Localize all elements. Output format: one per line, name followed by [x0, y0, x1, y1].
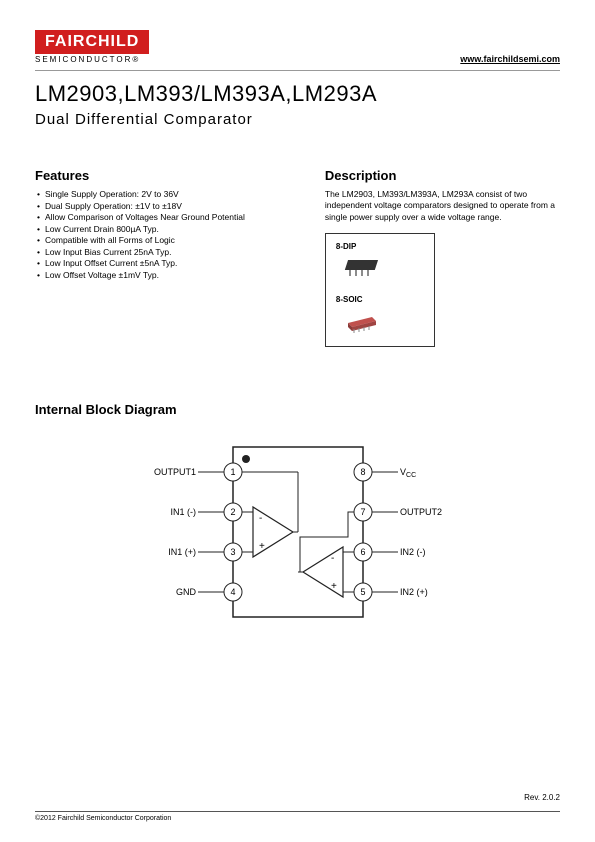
svg-text:GND: GND [176, 587, 197, 597]
features-heading: Features [35, 168, 295, 183]
svg-text:IN2 (-): IN2 (-) [400, 547, 426, 557]
website-link[interactable]: www.fairchildsemi.com [460, 54, 560, 64]
header: FAIRCHILD SEMICONDUCTOR® www.fairchildse… [35, 30, 560, 71]
package-row: 8-DIP [336, 242, 424, 285]
svg-text:+: + [331, 581, 337, 592]
svg-text:7: 7 [360, 507, 365, 517]
svg-text:IN2 (+): IN2 (+) [400, 587, 428, 597]
part-numbers: LM2903,LM393/LM393A,LM293A [35, 81, 560, 107]
feature-item: Low Input Bias Current 25nA Typ. [37, 247, 295, 257]
feature-item: Single Supply Operation: 2V to 36V [37, 189, 295, 199]
package-label: 8-SOIC [336, 295, 424, 304]
svg-text:VCC: VCC [400, 467, 416, 479]
svg-text:IN1 (-): IN1 (-) [170, 507, 196, 517]
logo-text: FAIRCHILD [35, 30, 149, 54]
logo: FAIRCHILD SEMICONDUCTOR® [35, 30, 149, 64]
svg-text:OUTPUT2: OUTPUT2 [400, 507, 442, 517]
svg-text:OUTPUT1: OUTPUT1 [153, 467, 195, 477]
svg-text:2: 2 [230, 507, 235, 517]
product-subtitle: Dual Differential Comparator [35, 111, 560, 128]
feature-item: Low Current Drain 800µA Typ. [37, 224, 295, 234]
svg-text:+: + [259, 541, 265, 552]
svg-text:3: 3 [230, 547, 235, 557]
package-box: 8-DIP 8-SOIC [325, 233, 435, 347]
description-section: Description The LM2903, LM393/LM393A, LM… [325, 168, 560, 347]
dip-package-icon [336, 254, 386, 282]
svg-text:6: 6 [360, 547, 365, 557]
features-section: Features Single Supply Operation: 2V to … [35, 168, 295, 347]
logo-subtext: SEMICONDUCTOR® [35, 55, 149, 64]
svg-text:-: - [259, 513, 262, 524]
feature-item: Allow Comparison of Voltages Near Ground… [37, 212, 295, 222]
revision-text: Rev. 2.0.2 [524, 793, 560, 802]
feature-item: Low Offset Voltage ±1mV Typ. [37, 270, 295, 280]
block-diagram-svg: 1 OUTPUT1 2 IN1 (-) 3 IN1 (+) 4 GND 8 VC… [138, 437, 458, 627]
copyright-text: ©2012 Fairchild Semiconductor Corporatio… [35, 815, 171, 822]
block-diagram-heading: Internal Block Diagram [35, 402, 560, 417]
title-block: LM2903,LM393/LM393A,LM293A Dual Differen… [35, 81, 560, 128]
svg-text:-: - [331, 553, 334, 564]
block-diagram: 1 OUTPUT1 2 IN1 (-) 3 IN1 (+) 4 GND 8 VC… [35, 437, 560, 627]
svg-text:1: 1 [230, 467, 235, 477]
feature-item: Compatible with all Forms of Logic [37, 235, 295, 245]
package-row: 8-SOIC [336, 295, 424, 338]
footer-divider [35, 811, 560, 812]
description-heading: Description [325, 168, 560, 183]
svg-text:4: 4 [230, 587, 235, 597]
soic-package-icon [336, 307, 386, 335]
features-list: Single Supply Operation: 2V to 36V Dual … [35, 189, 295, 280]
feature-item: Low Input Offset Current ±5nA Typ. [37, 258, 295, 268]
svg-text:5: 5 [360, 587, 365, 597]
feature-item: Dual Supply Operation: ±1V to ±18V [37, 201, 295, 211]
package-label: 8-DIP [336, 242, 424, 251]
description-text: The LM2903, LM393/LM393A, LM293A consist… [325, 189, 560, 223]
svg-text:8: 8 [360, 467, 365, 477]
svg-text:IN1 (+): IN1 (+) [168, 547, 196, 557]
